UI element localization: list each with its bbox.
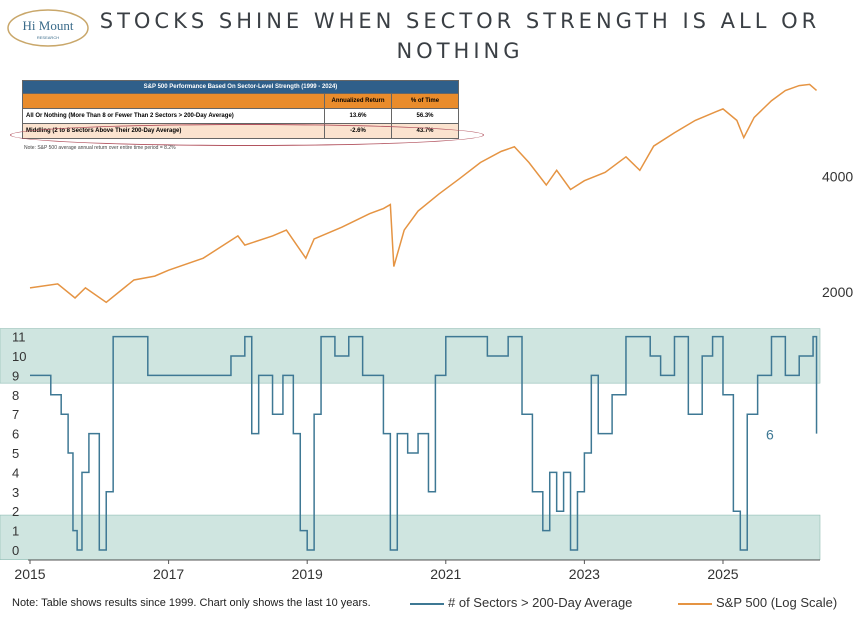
logo-name: Hi Mount [23,18,74,33]
chart-title: Stocks Shine When Sector Strength Is All… [99,9,821,63]
y-left-tick-label: 6 [12,427,19,442]
x-tick-label: 2019 [292,566,323,582]
legend-label-sp500: S&P 500 (Log Scale) [716,595,838,610]
logo-sub: RESEARCH [37,35,59,40]
x-tick-label: 2025 [707,566,738,582]
axes [28,559,820,564]
footnote: Note: Table shows results since 1999. Ch… [12,597,371,609]
y-left-tick-label: 11 [12,330,26,345]
y-left-tick-label: 5 [12,446,19,461]
legend-swatch-sp500 [678,602,712,605]
lower-band [0,514,821,561]
row-return: 13.6% [324,108,392,124]
threshold-bands [0,328,821,561]
hi-mount-logo: Hi Mount RESEARCH [7,9,89,47]
y-left-tick-label: 4 [12,465,19,480]
legend-swatch-sectors [410,602,444,605]
legend-sp500: S&P 500 (Log Scale) [678,595,837,610]
x-tick-label: 2023 [569,566,600,582]
y-right-tick-label: 4000 [822,168,853,184]
sectors-line [30,335,818,551]
table-header-blank [22,93,325,109]
y-left-tick-label: 1 [12,524,19,539]
last-value-label: 6 [766,427,774,443]
table-note: Note: S&P 500 average annual return over… [24,145,176,151]
y-left-tick-label: 7 [12,407,19,422]
row-label: All Or Nothing (More Than 8 or Fewer Tha… [22,108,325,124]
y-left-tick-label: 2 [12,504,19,519]
row-time: 56.3% [391,108,459,124]
legend-sectors: # of Sectors > 200-Day Average [410,595,632,610]
x-tick-label: 2017 [153,566,184,582]
legend-label-sectors: # of Sectors > 200-Day Average [448,595,633,610]
y-left-tick-label: 3 [12,485,19,500]
y-left-tick-label: 10 [12,349,26,364]
x-tick-label: 2015 [14,566,45,582]
highlight-ellipse [10,124,484,146]
x-tick-label: 2021 [430,566,461,582]
y-left-tick-label: 9 [12,368,19,383]
upper-band [0,328,821,384]
tick-labels: 2015 2017 2019 2021 2023 2025 0 1 2 3 4 5 6 7 8 9 10 11 20… [12,168,853,582]
y-right-tick-label: 2000 [822,284,853,300]
sp500-line [29,83,818,304]
table-title: S&P 500 Performance Based On Sector-Leve… [22,80,459,94]
table-header-time: % of Time [391,93,459,109]
table-header-return: Annualized Return [324,93,392,109]
y-left-tick-label: 0 [12,543,19,558]
y-left-tick-label: 8 [12,388,19,403]
table-row: All Or Nothing (More Than 8 or Fewer Tha… [22,108,459,124]
